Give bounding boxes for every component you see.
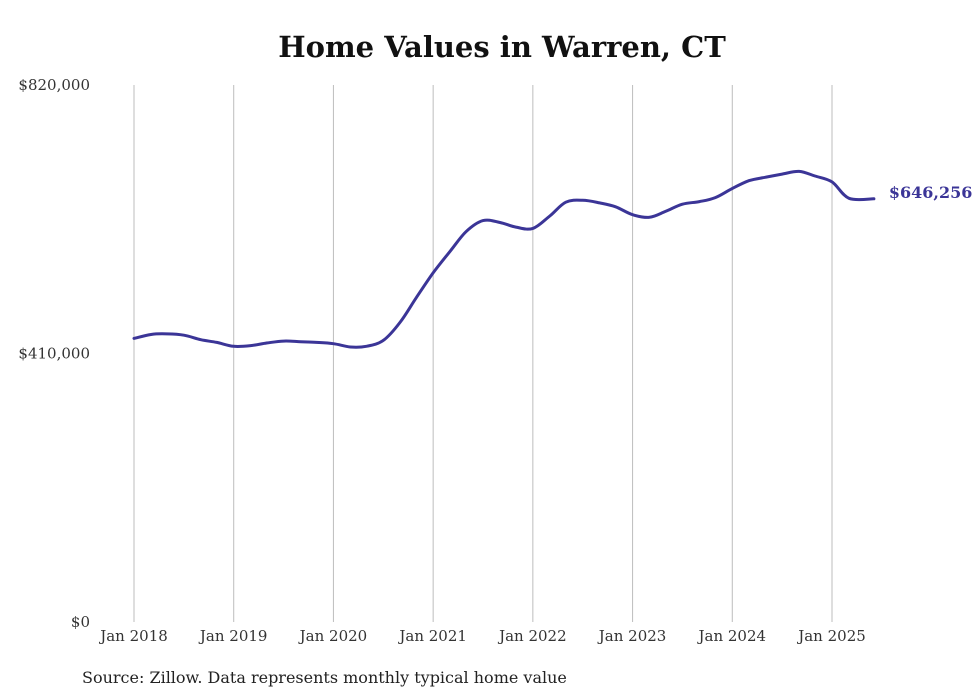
x-tick-label: Jan 2023	[597, 627, 667, 645]
series-line	[132, 169, 876, 349]
end-value-label: $646,256	[889, 183, 973, 202]
x-tick-label: Jan 2018	[98, 627, 168, 645]
gridlines	[133, 85, 833, 622]
x-tick-label: Jan 2025	[796, 627, 866, 645]
x-tick-label: Jan 2024	[697, 627, 767, 645]
source-note: Source: Zillow. Data represents monthly …	[82, 668, 567, 687]
chart-title: Home Values in Warren, CT	[278, 30, 726, 64]
series-group: $646,256	[132, 169, 973, 349]
x-tick-label: Jan 2021	[397, 627, 467, 645]
x-tick-label: Jan 2020	[298, 627, 368, 645]
y-tick-label: $0	[71, 613, 90, 631]
x-tick-label: Jan 2019	[198, 627, 268, 645]
x-tick-label: Jan 2022	[497, 627, 567, 645]
y-tick-label: $410,000	[18, 345, 90, 363]
y-axis-ticks: $0 $410,000 $820,000	[18, 76, 90, 631]
y-tick-label: $820,000	[18, 76, 90, 94]
x-axis-ticks: Jan 2018 Jan 2019 Jan 2020 Jan 2021 Jan 2022…	[98, 627, 866, 645]
